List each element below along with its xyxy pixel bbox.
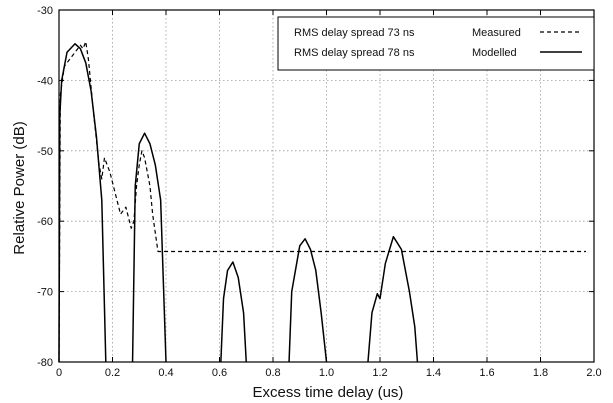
x-tick-label: 1.6 bbox=[479, 367, 494, 379]
series-modelled-line-3 bbox=[220, 261, 247, 363]
series-modelled-line-4 bbox=[288, 238, 328, 363]
series-modelled-line-2 bbox=[131, 132, 167, 363]
x-tick-label: 0 bbox=[56, 367, 62, 379]
x-tick-label: 0.6 bbox=[212, 367, 227, 379]
legend-name-modelled: Modelled bbox=[472, 47, 517, 59]
axes: 0 0.2 0.4 0.6 0.8 1.0 1.2 1.4 1.6 1.8 2.0 -30 -40 -50… bbox=[37, 5, 602, 379]
y-tick-label: -40 bbox=[37, 75, 53, 87]
x-tick-label: 1.8 bbox=[533, 367, 548, 379]
y-tick-label: -30 bbox=[37, 5, 53, 17]
x-tick-label: 1.4 bbox=[426, 367, 441, 379]
y-tick-label: -70 bbox=[37, 287, 53, 299]
x-axis-label: Excess time delay (us) bbox=[253, 384, 404, 401]
legend-label-modelled-spread: RMS delay spread 78 ns bbox=[294, 47, 415, 59]
series-modelled-line-5 bbox=[367, 235, 419, 363]
legend-label-measured-spread: RMS delay spread 73 ns bbox=[294, 27, 415, 39]
legend: RMS delay spread 73 ns Measured RMS dela… bbox=[277, 16, 595, 71]
x-tick-label: 1.0 bbox=[319, 367, 334, 379]
grid bbox=[59, 10, 594, 362]
x-tick-label: 1.2 bbox=[372, 367, 387, 379]
x-tick-label: 0.8 bbox=[265, 367, 280, 379]
x-tick-label: 2.0 bbox=[586, 367, 601, 379]
series-measured-line bbox=[58, 41, 586, 363]
legend-box bbox=[277, 16, 595, 71]
y-tick-label: -80 bbox=[37, 357, 53, 369]
legend-name-measured: Measured bbox=[472, 27, 521, 39]
series-lines bbox=[58, 41, 586, 363]
x-tick-label: 0.2 bbox=[105, 367, 120, 379]
series-modelled-line-1 bbox=[58, 43, 107, 363]
y-tick-label: -60 bbox=[37, 216, 53, 228]
y-tick-label: -50 bbox=[37, 146, 53, 158]
x-tick-label: 0.4 bbox=[158, 367, 173, 379]
y-axis-label: Relative Power (dB) bbox=[11, 121, 28, 254]
